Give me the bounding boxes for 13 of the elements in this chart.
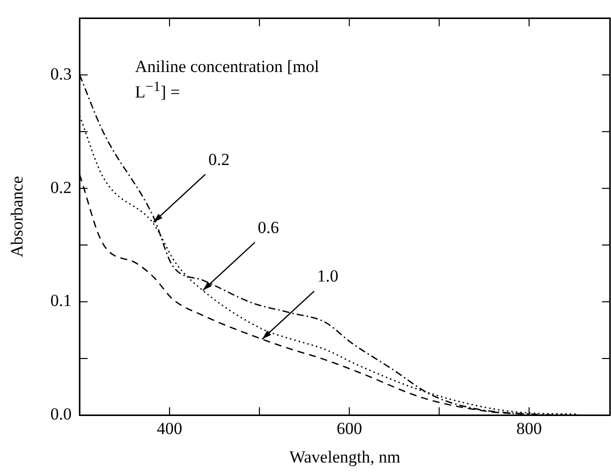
annotation: 0.2 (208, 150, 230, 169)
annotation: 1.0 (317, 266, 338, 286)
legend-title: Aniline concentration [mol L$^{−1}$] = (135, 56, 320, 103)
x-tick-label: 600 (336, 418, 362, 438)
y-tick-label: 0.3 (50, 64, 72, 84)
y-tick-label: 0.2 (50, 178, 72, 197)
x-tick-label: 800 (516, 418, 542, 438)
y-axis-title: Absorbance (8, 176, 27, 258)
y-tick-label: 0.0 (50, 404, 72, 424)
y-tick-label: 0.1 (50, 291, 72, 310)
annotation: 0.6 (258, 218, 280, 237)
x-tick-label: 400 (156, 418, 182, 438)
x-axis-title: Wavelength, nm (289, 447, 400, 466)
